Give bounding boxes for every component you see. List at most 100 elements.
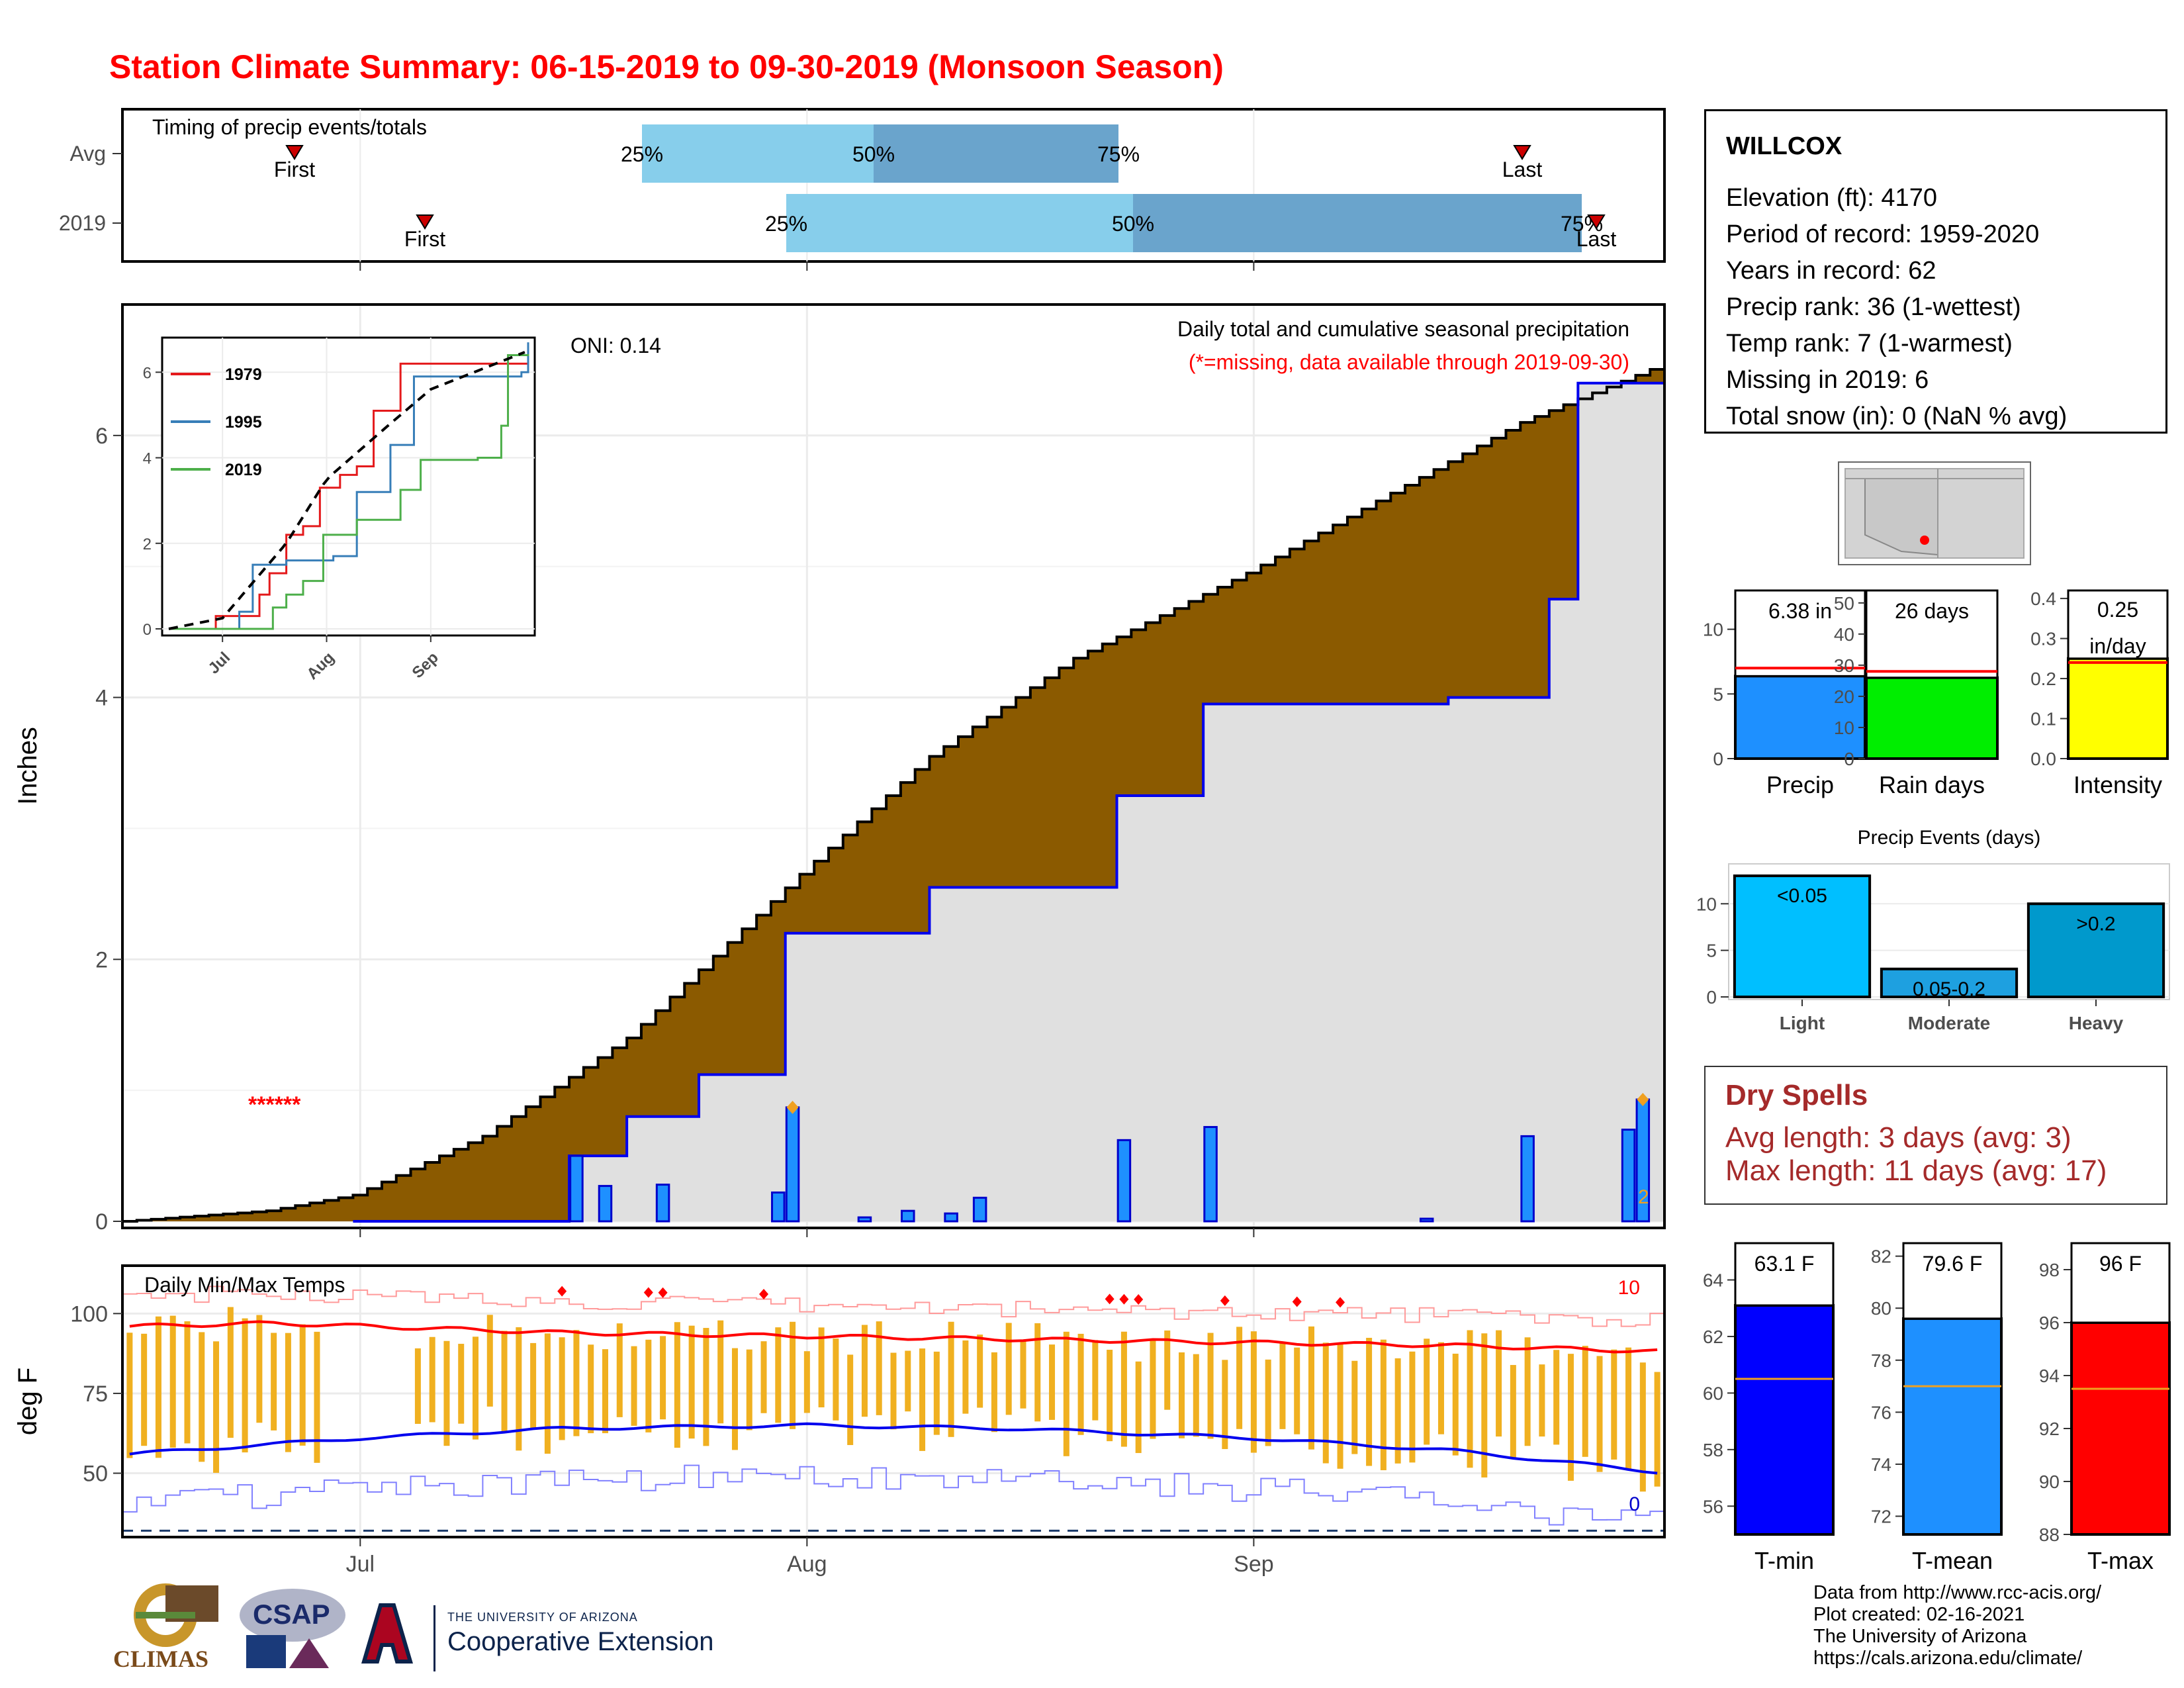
raindays-summary-y-tick-label: 40 <box>1834 624 1854 645</box>
intensity-summary-y-tick-label: 0.0 <box>2030 749 2056 769</box>
precip-y-tick-label: 0 <box>95 1209 108 1235</box>
tmax-summary-name-label: T-max <box>2087 1547 2154 1574</box>
temp-daily-bar <box>285 1333 291 1452</box>
tmax-summary-y-tick-label: 94 <box>2039 1366 2060 1386</box>
tmin-summary-value-label: 63.1 F <box>1754 1252 1815 1276</box>
oni-label: ONI: 0.14 <box>570 334 661 357</box>
temp-daily-bar <box>1380 1339 1387 1470</box>
temp-daily-bar <box>1120 1331 1127 1447</box>
inset-y-tick-label: 2 <box>143 536 152 553</box>
intensity-summary-value-label: 0.25 <box>2097 598 2138 622</box>
temp-record-high-line <box>122 1286 1664 1327</box>
temp-daily-bar <box>1279 1342 1286 1429</box>
temp-daily-bar <box>674 1322 680 1448</box>
timing-bar-25-50 <box>642 124 874 183</box>
temp-daily-bar <box>141 1333 148 1446</box>
temp-daily-bar <box>573 1330 580 1436</box>
temp-daily-bar <box>1351 1360 1358 1454</box>
precip-summary-value-label: 6.38 in <box>1768 599 1832 623</box>
temp-daily-bar <box>199 1332 205 1462</box>
temp-daily-bar <box>1034 1323 1041 1422</box>
temp-record-marker <box>759 1288 769 1299</box>
tmean-summary-y-tick-label: 74 <box>1871 1454 1891 1475</box>
temp-daily-bar <box>155 1316 161 1458</box>
inset-series-line <box>169 353 529 630</box>
hot-record-count: 10 <box>1618 1277 1640 1299</box>
temp-daily-bar <box>1265 1359 1271 1446</box>
temp-daily-bar <box>1150 1340 1156 1439</box>
temp-daily-bar <box>602 1349 608 1434</box>
climas-logo-text: CLIMAS <box>113 1646 209 1672</box>
temp-daily-bar <box>861 1325 868 1417</box>
tmin-summary-bar <box>1734 1303 1835 1536</box>
missing-days-marker: ****** <box>248 1092 301 1117</box>
precip-panel-title: Daily total and cumulative seasonal prec… <box>1177 317 1629 341</box>
temp-record-marker <box>1220 1295 1230 1306</box>
dry-spells-title: Dry Spells <box>1725 1079 1868 1111</box>
temp-record-marker <box>557 1286 567 1297</box>
precip-y-tick-label: 6 <box>95 424 108 449</box>
timing-last-marker <box>1513 145 1531 160</box>
timing-last-label: Last <box>1576 227 1617 251</box>
temp-daily-bar <box>876 1321 882 1415</box>
record-count-label: 2 <box>1638 1186 1649 1208</box>
station-name: WILLCOX <box>1726 132 1843 160</box>
timing-first-marker <box>416 214 434 230</box>
temp-daily-bar <box>299 1324 306 1446</box>
intensity-summary-y-tick-label: 0.3 <box>2030 629 2056 649</box>
credit-line: https://cals.arizona.edu/climate/ <box>1813 1648 2083 1669</box>
intensity-summary-label-box <box>2067 589 2169 660</box>
precip-2019-area <box>122 383 1664 1221</box>
temp-daily-bar <box>890 1352 897 1430</box>
temp-daily-bar <box>775 1327 782 1423</box>
temp-daily-bar <box>1250 1331 1257 1453</box>
events-x-tick-label: Heavy <box>2069 1013 2124 1033</box>
temp-daily-bar <box>1005 1323 1012 1415</box>
events-bar <box>2026 902 2165 999</box>
temp-daily-bar <box>169 1315 176 1448</box>
temp-record-marker <box>1336 1297 1345 1308</box>
precip-record-marker <box>786 1100 799 1114</box>
tmean-summary-y-tick-label: 76 <box>1871 1402 1891 1423</box>
temp-daily-bar <box>1366 1337 1373 1466</box>
precip-panel-subtitle: (*=missing, data available through 2019-… <box>1189 350 1629 374</box>
credits: Data from http://www.rcc-acis.org/ Plot … <box>1813 1582 2101 1669</box>
station-years: Years in record: 62 <box>1726 257 1936 285</box>
temp-daily-bar <box>1496 1330 1502 1437</box>
temp-daily-bar <box>1582 1346 1588 1457</box>
temp-daily-bar <box>1611 1349 1617 1460</box>
temp-daily-bar <box>1236 1327 1243 1429</box>
temp-y-tick-label: 50 <box>83 1462 108 1487</box>
inset-frame <box>161 336 536 637</box>
tmax-summary-label-box <box>2070 1242 2171 1324</box>
ua-block-a-logo <box>361 1602 414 1665</box>
timing-row-label: 2019 <box>59 211 106 235</box>
raindays-summary-y-tick-label: 10 <box>1834 718 1854 738</box>
temp-daily-bar <box>1553 1350 1560 1445</box>
inset-legend-label: 2019 <box>225 461 262 479</box>
timing-first-marker <box>285 145 304 160</box>
temp-daily-bar <box>933 1351 940 1435</box>
temp-daily-bar <box>1092 1340 1099 1421</box>
temp-daily-bar <box>1481 1333 1488 1477</box>
temp-daily-bar <box>126 1333 133 1458</box>
temp-panel-frame <box>121 1264 1666 1538</box>
temp-daily-bar <box>516 1327 522 1451</box>
tmean-summary-label-box <box>1902 1242 2003 1320</box>
precip-summary-label-box <box>1734 589 1866 677</box>
tmin-summary-y-tick-label: 60 <box>1703 1383 1723 1403</box>
temp-daily-bar <box>1567 1354 1574 1481</box>
events-bar-label: 0.05-0.2 <box>1913 978 1985 1000</box>
temp-avg-min-line <box>129 1422 1658 1475</box>
temp-daily-bar <box>803 1351 810 1413</box>
temp-daily-bar <box>847 1354 854 1445</box>
temp-y-axis-label: deg F <box>13 1368 42 1435</box>
precip-daily-bar <box>1203 1126 1218 1223</box>
tmax-summary-bar <box>2070 1321 2171 1536</box>
intensity-summary-value-unit: in/day <box>2089 634 2146 658</box>
tmax-summary-y-tick-label: 98 <box>2039 1260 2060 1280</box>
temp-x-tick-label: Jul <box>346 1552 375 1577</box>
precip-summary-y-tick-label: 0 <box>1713 749 1723 769</box>
temp-daily-bar <box>1452 1353 1459 1456</box>
